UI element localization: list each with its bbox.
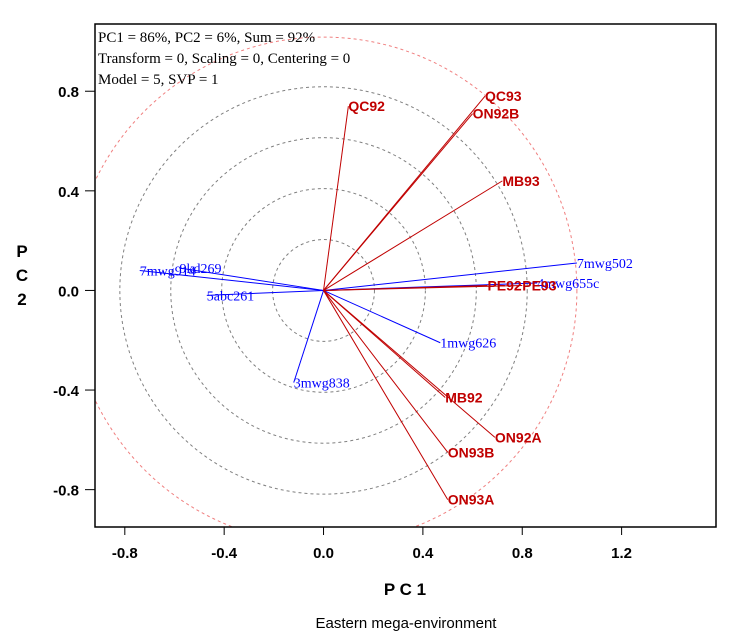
environment-label-ON92B: ON92B	[473, 106, 520, 122]
y-axis-title: P C 2	[16, 242, 28, 309]
chart-caption: Eastern mega-environment	[316, 615, 498, 632]
x-tick-label: -0.8	[112, 545, 138, 562]
x-tick-label: 0.4	[412, 545, 434, 562]
genotype-label-7mwg502: 7mwg502	[577, 257, 633, 272]
y-tick-label: -0.8	[53, 483, 79, 500]
environment-label-PE92: PE92	[487, 277, 521, 293]
info-box: PC1 = 86%, PC2 = 6%, Sum = 92% Transform…	[98, 30, 350, 88]
vectors	[139, 95, 577, 500]
environment-vector-QC92	[323, 106, 349, 291]
plot-background	[95, 24, 716, 527]
environment-vector-ON93A	[323, 290, 449, 500]
y-tick-label: 0.8	[58, 84, 79, 101]
genotype-vector-1mwg626	[323, 289, 441, 344]
genotype-vector-7mwg502	[323, 262, 577, 291]
environment-vector-PE93	[323, 284, 523, 291]
environment-label-ON93A: ON93A	[448, 492, 495, 508]
y-tick-label: -0.4	[53, 383, 80, 400]
y-tick-label: 0.4	[58, 184, 80, 201]
info-line-variance: PC1 = 86%, PC2 = 6%, Sum = 92%	[98, 30, 315, 46]
environment-label-QC92: QC92	[348, 98, 385, 114]
concentric-circle-4	[119, 86, 528, 495]
outer-circle	[95, 36, 578, 527]
environment-label-PE93: PE93	[522, 277, 556, 293]
y-axis-title-line-2: C	[16, 266, 28, 285]
genotype-label-4mwg655c: 4mwg655c	[537, 277, 599, 292]
genotype-label-9kd269: 9kd269	[179, 262, 221, 277]
genotype-vector-9kd269	[179, 267, 324, 291]
environment-label-QC93: QC93	[485, 88, 522, 104]
plot-frame	[94, 23, 717, 528]
environment-vector-ON92B	[323, 113, 473, 291]
y-axis-title-line-3: 2	[17, 290, 26, 309]
x-tick-label: 0.8	[512, 545, 533, 562]
genotype-label-5abc261: 5abc261	[207, 289, 254, 304]
point-labels: 7mwg502 4mwg655c 1mwg626 3mwg838 5abc261 7mwg…	[140, 88, 633, 507]
concentric-circle-1	[272, 239, 375, 342]
y-axis-title-line-1: P	[16, 242, 27, 261]
x-axis-title: P C 1	[384, 580, 426, 599]
genotype-label-1mwg626: 1mwg626	[440, 337, 496, 352]
y-tick-label: 0.0	[58, 283, 79, 300]
genotype-vector-5abc261	[206, 289, 324, 296]
environment-label-MB92: MB92	[445, 390, 483, 406]
info-line-transform: Transform = 0, Scaling = 0, Centering = …	[98, 51, 350, 67]
environment-label-ON93B: ON93B	[448, 444, 495, 460]
info-line-model: Model = 5, SVP = 1	[98, 72, 219, 88]
x-tick-label: 1.2	[611, 545, 632, 562]
environment-vector-ON92A	[323, 290, 496, 438]
concentric-circle-2	[221, 188, 426, 393]
concentric-circles	[95, 36, 578, 527]
genotype-label-3mwg838: 3mwg838	[294, 377, 350, 392]
genotype-vector-3mwg838	[293, 290, 325, 383]
concentric-circle-3	[170, 137, 477, 444]
x-tick-label: -0.4	[211, 545, 238, 562]
genotype-label-7mwg914: 7mwg914	[140, 265, 196, 280]
y-axis: 0.8 0.4 0.0 -0.4 -0.8	[53, 84, 95, 500]
x-tick-label: 0.0	[313, 545, 334, 562]
environment-label-MB93: MB93	[502, 173, 540, 189]
environment-label-ON92A: ON92A	[495, 429, 542, 445]
genotype-vector-7mwg914	[139, 270, 324, 291]
environment-vector-MB93	[323, 180, 503, 291]
environment-vector-ON93B	[323, 290, 449, 453]
x-axis: -0.8 -0.4 0.0 0.4 0.8 1.2	[112, 527, 632, 562]
